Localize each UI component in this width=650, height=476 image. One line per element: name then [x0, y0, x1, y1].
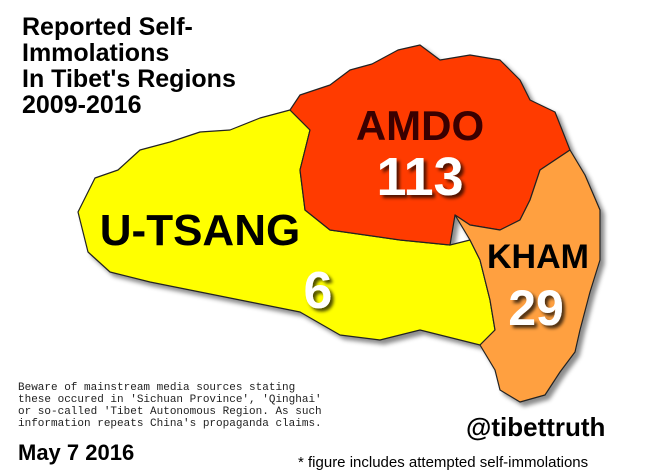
map [77, 44, 601, 403]
title-line: 2009-2016 [22, 91, 142, 119]
disclaimer-line: or so-called 'Tibet Autonomous Region. A… [18, 406, 322, 418]
disclaimer: Beware of mainstream media sources stati… [18, 382, 322, 430]
date: May 7 2016 [18, 440, 134, 465]
title-line: In Tibet's Regions [22, 65, 236, 93]
title-line: Immolations [22, 39, 169, 67]
handle: @tibettruth [466, 412, 605, 442]
region-count: 113 [376, 147, 463, 207]
region-count: 29 [508, 280, 564, 336]
region-name: KHAM [487, 238, 589, 276]
title-line: Reported Self- [22, 13, 193, 41]
region-kham [454, 149, 601, 403]
footnote: * figure includes attempted self-immolat… [298, 454, 588, 471]
disclaimer-line: Beware of mainstream media sources stati… [18, 382, 295, 394]
disclaimer-line: these occured in 'Sichuan Province', 'Qi… [18, 394, 322, 406]
region-name: AMDO [356, 102, 484, 149]
disclaimer-line: information repeats China's propaganda c… [18, 418, 322, 430]
region-name: U-TSANG [100, 206, 300, 255]
region-count: 6 [304, 262, 333, 320]
